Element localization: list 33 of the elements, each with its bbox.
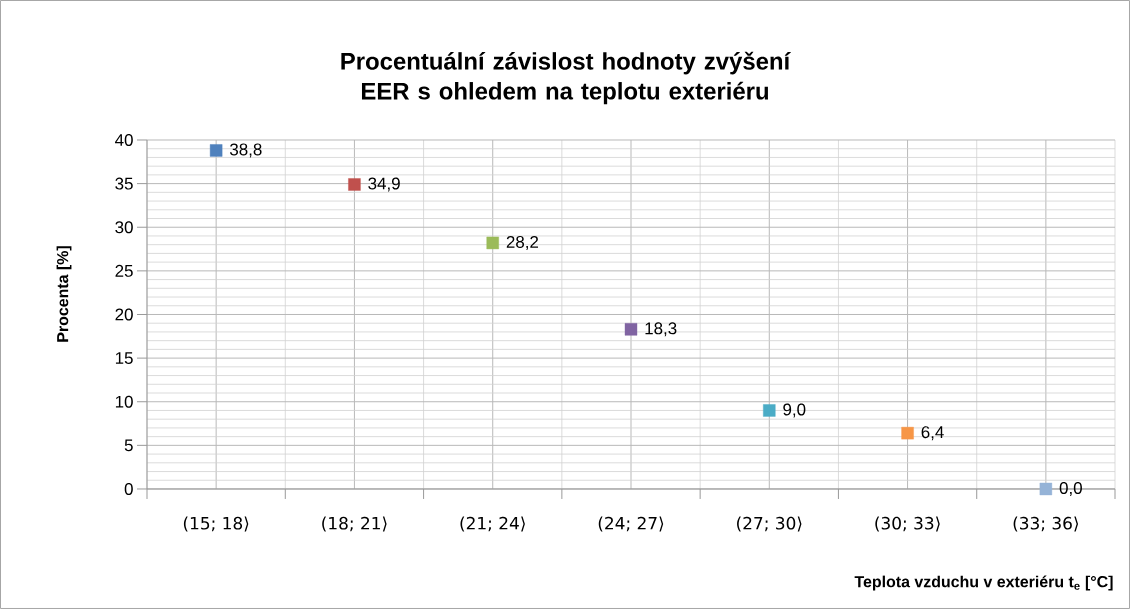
x-tick-label: (33; 36⟩: [1013, 516, 1079, 532]
x-tick-label: (21; 24⟩: [460, 516, 525, 532]
point: [763, 404, 776, 417]
y-tick-label: 15: [115, 352, 133, 365]
point: [1039, 482, 1053, 496]
chart-title: Procentuální závislost hodnoty zvýšení EER s ohledem na teplotu exteriéru: [341, 51, 791, 105]
y-tick-label: 25: [115, 264, 133, 277]
data-label: 0,0: [1059, 481, 1082, 496]
y-tick-label: 35: [115, 177, 133, 190]
data-label: 34,9: [368, 177, 400, 192]
x-tick-label: (18; 21⟩: [322, 516, 387, 532]
data-label: 9,0: [783, 403, 806, 418]
data-label: 28,2: [506, 235, 539, 250]
y-tick-label: 30: [115, 221, 133, 234]
data-label: 18,3: [645, 322, 677, 337]
y-tick-label: 10: [115, 395, 133, 408]
data-label: 6,4: [921, 426, 944, 441]
y-tick-label: 0: [124, 482, 133, 495]
x-tick-label: (30; 33⟩: [875, 516, 940, 532]
data-label: 38,8: [229, 143, 262, 158]
point: [209, 144, 223, 157]
y-axis-title: Procenta [%]: [56, 246, 72, 342]
x-tick-label: (27; 30⟩: [737, 516, 802, 532]
x-axis-title: Teplota vzduchu v exteriéru t$_{e}$ [°C]: [854, 575, 1113, 591]
y-tick-label: 5: [124, 439, 133, 452]
y-tick-label: 20: [115, 308, 133, 321]
point: [348, 178, 361, 191]
point: [486, 236, 499, 250]
y-tick-label: 40: [115, 133, 133, 146]
point: [901, 426, 914, 440]
point: [624, 323, 638, 336]
x-tick-label: (24; 27⟩: [598, 516, 664, 532]
x-tick-label: (15; 18⟩: [183, 516, 249, 532]
